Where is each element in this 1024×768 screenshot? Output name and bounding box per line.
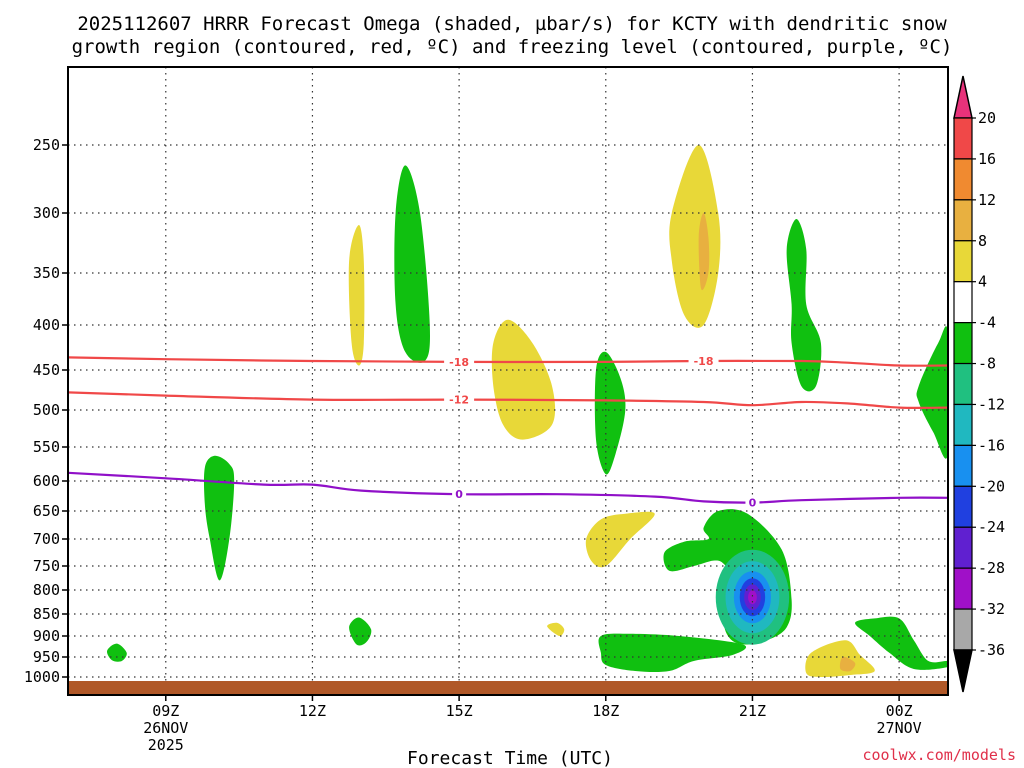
- chart-title-line2: growth region (contoured, red, ºC) and f…: [72, 36, 953, 58]
- x-tick-date-09Z: 26NOV: [143, 719, 188, 737]
- grid: [68, 67, 948, 681]
- y-tick-label-950: 950: [33, 648, 60, 666]
- dgz-bottom-label-bg-1: [444, 392, 475, 407]
- chart-title-line1: 2025112607 HRRR Forecast Omega (shaded, …: [77, 13, 947, 35]
- colorbar-label-3: 12: [978, 191, 996, 209]
- y-tick-label-450: 450: [33, 361, 60, 379]
- yellow-blob-6: [547, 622, 565, 637]
- freezing-level-line: [67, 471, 949, 504]
- colorbar-label-11: -24: [978, 518, 1005, 536]
- green-blob-1: [203, 455, 235, 581]
- colorbar-box-8: [953, 403, 973, 446]
- colorbar-label-9: -16: [978, 436, 1005, 454]
- colorbar-label-5: 4: [978, 273, 987, 291]
- colorbar: 20 16 12 8 4 -4 -8 -12 -16 -20 -24 -28 -32 -36: [953, 75, 1005, 693]
- colorbar-box-12: [953, 567, 973, 610]
- y-tick-label-250: 250: [33, 136, 60, 154]
- y-tick-label-500: 500: [33, 401, 60, 419]
- plot-area: [68, 67, 948, 695]
- colorbar-label-8: -12: [978, 395, 1005, 413]
- yellow-blob-2: [491, 319, 556, 440]
- x-tick-label-12Z: 12Z: [299, 702, 326, 720]
- x-axis-label: Forecast Time (UTC): [407, 748, 613, 768]
- green-blob-10: [106, 643, 127, 662]
- colorbar-label-14: -36: [978, 641, 1005, 659]
- colorbar-box-2: [953, 158, 973, 201]
- green-blob-8: [855, 616, 948, 670]
- y-tick-label-700: 700: [33, 530, 60, 548]
- green-blob-7: [598, 633, 747, 673]
- freezing-level-label-2: 0: [749, 497, 757, 510]
- y-tick-label-800: 800: [33, 581, 60, 599]
- ground-surface: [68, 681, 948, 695]
- orange-blob-2: [839, 656, 856, 672]
- yellow-blob-5: [805, 640, 875, 678]
- plot-frame: [67, 66, 949, 696]
- y-tick-label-300: 300: [33, 204, 60, 222]
- y-tick-label-550: 550: [33, 438, 60, 456]
- freezing-level-label-bg-2: [745, 495, 760, 510]
- dgz-top-label-1: -18: [449, 356, 469, 369]
- colorbar-bottom-arrow: [953, 649, 973, 693]
- colorbar-top-arrow: [953, 75, 973, 119]
- colorbar-box-1: [953, 117, 973, 160]
- freezing-level-label-1: 0: [455, 488, 463, 501]
- x-tick-date-00Z: 27NOV: [877, 719, 922, 737]
- y-tick-label-350: 350: [33, 264, 60, 282]
- green-blob-9: [349, 617, 372, 646]
- y-tick-label-750: 750: [33, 557, 60, 575]
- credit-link[interactable]: coolwx.com/models: [862, 746, 1016, 764]
- colorbar-box-10: [953, 485, 973, 528]
- colorbar-label-10: -20: [978, 477, 1005, 495]
- colorbar-label-13: -32: [978, 600, 1005, 618]
- y-tick-label-850: 850: [33, 605, 60, 623]
- colorbar-label-1: 20: [978, 109, 996, 127]
- colorbar-box-3: [953, 199, 973, 242]
- green-blob-3: [594, 351, 626, 475]
- y-tick-label-400: 400: [33, 316, 60, 334]
- dgz-top-label-bg-1: [444, 354, 475, 369]
- dgz-top-label-bg-2: [688, 354, 719, 368]
- x-tick-year-09Z: 2025: [148, 736, 184, 754]
- orange-blob-1: [698, 213, 710, 291]
- y-tick-label-1000: 1000: [24, 668, 60, 686]
- y-tick-label-900: 900: [33, 627, 60, 645]
- y-tick-label-650: 650: [33, 502, 60, 520]
- colorbar-label-4: 8: [978, 232, 987, 250]
- y-axis: 250 300 350 400 450 500 550 600 650 700 750 800 850 9…: [24, 136, 68, 686]
- freezing-level-label-bg-1: [452, 487, 467, 502]
- colorbar-box-4: [953, 240, 973, 283]
- green-blob-2: [394, 165, 430, 363]
- x-tick-label-18Z: 18Z: [592, 702, 619, 720]
- omega-core-ring-6: [748, 590, 757, 605]
- x-tick-label-15Z: 15Z: [446, 702, 473, 720]
- colorbar-label-12: -28: [978, 559, 1005, 577]
- colorbar-box-9: [953, 444, 973, 487]
- green-blob-5: [916, 326, 948, 459]
- yellow-blob-1: [348, 225, 365, 366]
- x-tick-label-09Z: 09Z: [152, 702, 179, 720]
- dgz-bottom-line: [67, 391, 949, 410]
- colorbar-label-7: -8: [978, 355, 996, 373]
- colorbar-box-5: [953, 281, 973, 324]
- y-tick-label-600: 600: [33, 472, 60, 490]
- dgz-top-line: [67, 356, 949, 367]
- x-tick-label-00Z: 00Z: [886, 702, 913, 720]
- colorbar-box-13: [953, 608, 973, 651]
- colorbar-label-2: 16: [978, 150, 996, 168]
- dgz-bottom-label-1: -12: [449, 394, 469, 407]
- green-blob-4: [786, 219, 822, 392]
- colorbar-box-6: [953, 322, 973, 365]
- contours: -18 -18 -12 0 0: [67, 354, 949, 510]
- colorbar-label-6: -4: [978, 314, 996, 332]
- colorbar-box-7: [953, 362, 973, 406]
- colorbar-box-11: [953, 526, 973, 569]
- yellow-blob-3: [669, 145, 721, 328]
- x-tick-label-21Z: 21Z: [739, 702, 766, 720]
- dgz-top-label-2: -18: [694, 355, 714, 368]
